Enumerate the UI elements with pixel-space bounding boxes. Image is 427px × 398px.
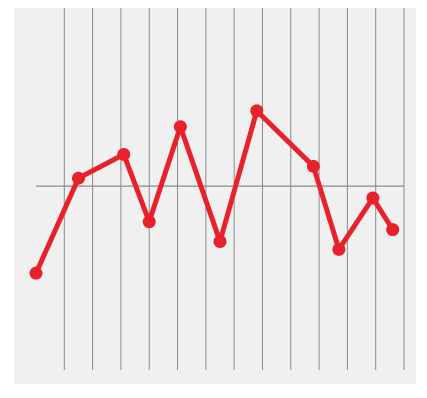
data-point-10 [366, 191, 380, 205]
series-layer [29, 104, 400, 280]
plot-background [14, 8, 416, 384]
data-point-11 [386, 223, 400, 237]
data-point-5 [173, 120, 187, 134]
data-point-2 [71, 171, 85, 185]
vertical-gridlines [63, 8, 405, 370]
data-point-8 [306, 159, 320, 173]
data-point-3 [117, 147, 131, 161]
data-point-7 [250, 104, 264, 118]
data-point-1 [29, 266, 43, 280]
data-point-9 [332, 242, 346, 256]
data-point-4 [142, 215, 156, 229]
data-point-6 [213, 235, 227, 249]
